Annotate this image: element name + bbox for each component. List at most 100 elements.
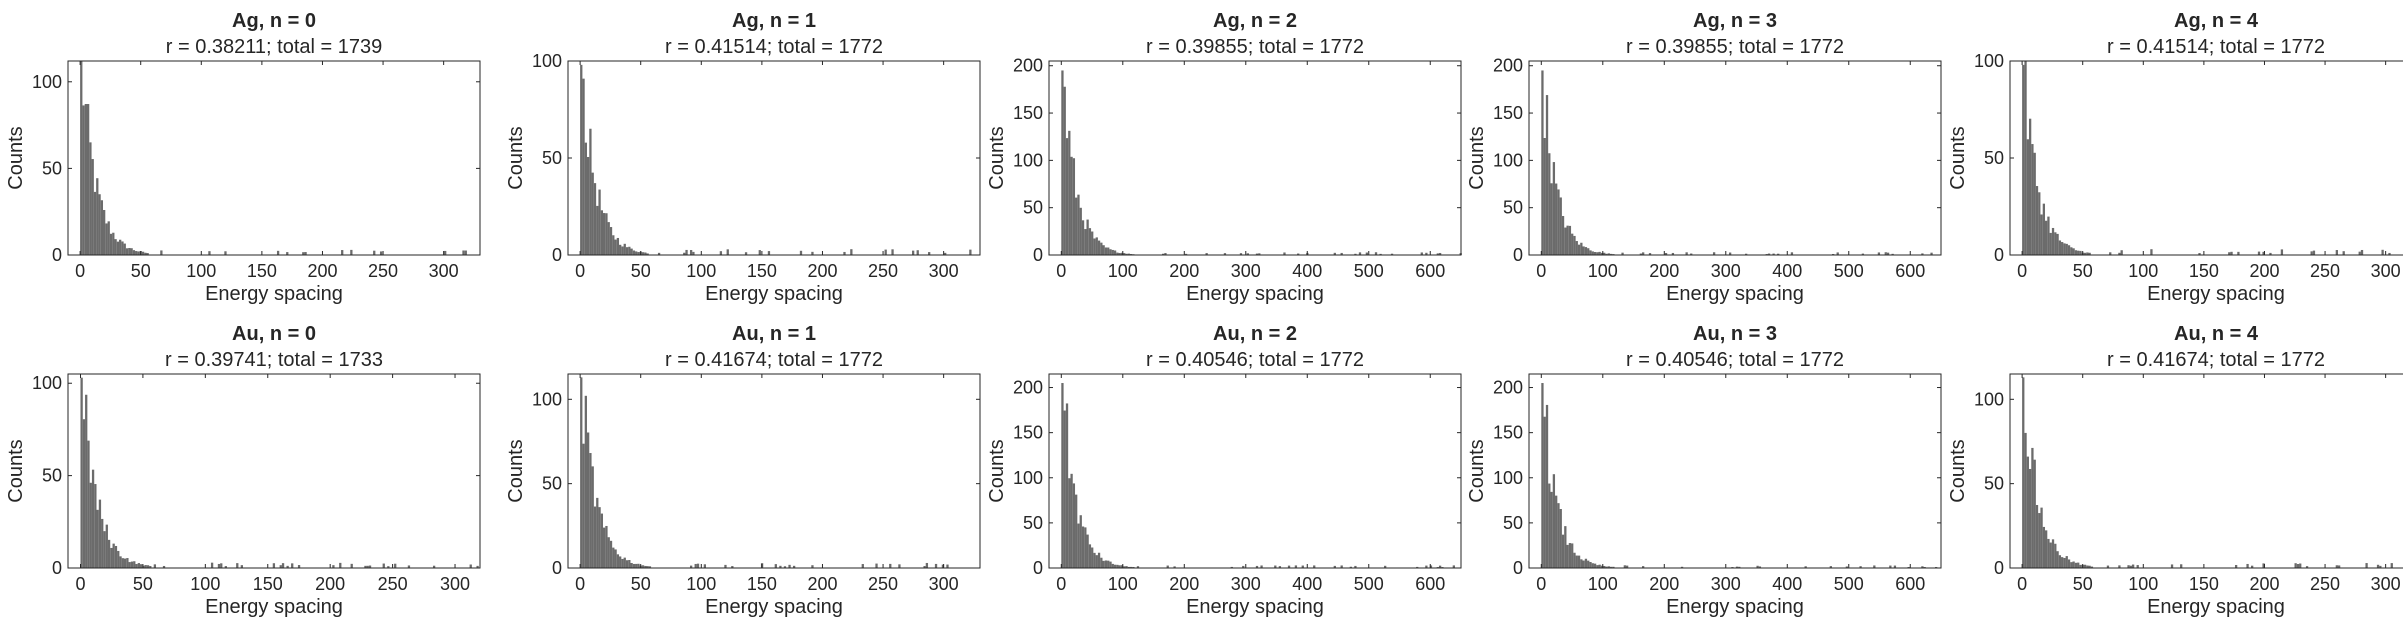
- histogram-bar: [607, 222, 610, 255]
- x-tick-label: 300: [929, 261, 959, 281]
- histogram-bar: [1125, 566, 1128, 568]
- histogram-bar: [1070, 156, 1073, 255]
- histogram-bar: [133, 561, 136, 568]
- histogram-bar: [128, 247, 131, 255]
- histogram-bar: [593, 183, 597, 255]
- y-axis-label: Counts: [1947, 126, 1969, 189]
- histogram-bar: [1084, 527, 1087, 568]
- histogram-bar: [1548, 483, 1551, 568]
- histogram-bar: [128, 562, 131, 568]
- histogram-bar: [623, 557, 626, 568]
- histogram-bar: [1278, 566, 1282, 568]
- histogram-bar: [1561, 534, 1565, 568]
- histogram-bar: [366, 565, 369, 568]
- histogram-bar: [774, 564, 777, 568]
- histogram-bar: [2299, 563, 2302, 568]
- x-tick-label: 250: [378, 574, 408, 594]
- histogram-bar: [1123, 253, 1126, 255]
- histogram-bar: [614, 549, 617, 568]
- y-tick-label: 50: [542, 474, 562, 494]
- histogram-bar: [297, 565, 301, 568]
- histogram-bar: [1438, 252, 1442, 255]
- x-tick-label: 500: [1834, 261, 1864, 281]
- x-tick-label: 300: [1231, 574, 1261, 594]
- x-tick-label: 50: [631, 574, 651, 594]
- histogram-bar: [646, 566, 649, 568]
- histogram-bar: [2028, 118, 2032, 255]
- histogram-bar: [616, 554, 620, 568]
- chart-subtitle: r = 0.39855; total = 1772: [1626, 36, 1844, 58]
- histogram-bar: [119, 556, 122, 568]
- histogram-bar: [117, 550, 120, 568]
- y-axis-label: Counts: [986, 126, 1008, 189]
- histogram-bar: [2026, 456, 2029, 568]
- histogram-bar: [1081, 526, 1085, 568]
- histogram-bar: [160, 250, 163, 255]
- histogram-bar: [758, 250, 761, 255]
- histogram-bar: [616, 237, 620, 255]
- histogram-bar: [1287, 565, 1291, 568]
- histogram-bar: [98, 194, 101, 255]
- histogram-bar: [2118, 252, 2121, 255]
- histogram-bar: [2379, 565, 2382, 568]
- histogram-bar: [107, 539, 111, 568]
- histogram-bar: [1582, 560, 1585, 568]
- histogram-bar: [210, 562, 214, 568]
- histogram-bar: [1568, 543, 1572, 568]
- histogram-bar: [119, 239, 122, 255]
- histogram-bar: [946, 564, 949, 568]
- histogram-bar: [889, 563, 892, 568]
- histogram-bar: [1113, 250, 1117, 255]
- x-tick-label: 400: [1292, 261, 1322, 281]
- histogram-bar: [1107, 247, 1110, 255]
- histogram-bar: [589, 128, 592, 255]
- histogram-bar: [644, 565, 647, 568]
- histogram-bar: [593, 506, 597, 568]
- histogram-bar: [2051, 227, 2055, 255]
- histogram-bar: [792, 565, 796, 568]
- x-tick-label: 150: [2189, 574, 2219, 594]
- histogram-bar: [1555, 495, 1558, 568]
- histogram-bar: [103, 209, 106, 255]
- histogram-bar: [1772, 253, 1775, 255]
- histogram-bar: [2083, 564, 2087, 568]
- histogram-bar: [1671, 252, 1675, 255]
- histogram-bar: [1111, 563, 1114, 568]
- histogram-bar: [2063, 243, 2066, 255]
- histogram-bar: [2067, 559, 2071, 568]
- histogram-bar: [2040, 507, 2043, 568]
- histogram-bar: [1125, 253, 1128, 255]
- histogram-bar: [1301, 565, 1304, 568]
- histogram-bar: [1297, 253, 1300, 255]
- histogram-bar: [1690, 253, 1693, 255]
- histogram-bar: [80, 61, 83, 255]
- histogram-bar: [591, 172, 594, 255]
- histogram-bar: [1873, 565, 1876, 568]
- histogram-bar: [605, 213, 608, 255]
- histogram-bar: [2310, 251, 2313, 255]
- histogram-bar: [1097, 552, 1101, 568]
- histogram-bar: [726, 249, 729, 255]
- histogram-bar: [144, 252, 147, 255]
- histogram-bar: [2120, 250, 2123, 255]
- histogram-bar: [1577, 555, 1581, 568]
- x-tick-label: 600: [1415, 261, 1445, 281]
- histogram-bar: [1255, 565, 1259, 568]
- histogram-bar: [2376, 564, 2380, 568]
- histogram-bar: [683, 252, 686, 255]
- histogram-bar: [1164, 253, 1167, 255]
- histogram-bar: [1639, 253, 1643, 255]
- histogram-bar: [1255, 253, 1259, 255]
- x-tick-label: 400: [1772, 261, 1802, 281]
- histogram-bar: [703, 564, 707, 568]
- chart-panel-8: Au, n = 2 r = 0.40546; total = 1772 0 100 20…: [986, 323, 1462, 618]
- histogram-bar: [2335, 565, 2338, 568]
- y-tick-label: 0: [1033, 558, 1043, 578]
- axes-frame: [1048, 60, 1462, 256]
- histogram-bar: [1068, 130, 1071, 255]
- histogram-bar: [1102, 245, 1105, 255]
- x-tick-label: 600: [1895, 574, 1925, 594]
- y-tick-label: 50: [42, 466, 62, 486]
- histogram-bar: [1777, 253, 1780, 255]
